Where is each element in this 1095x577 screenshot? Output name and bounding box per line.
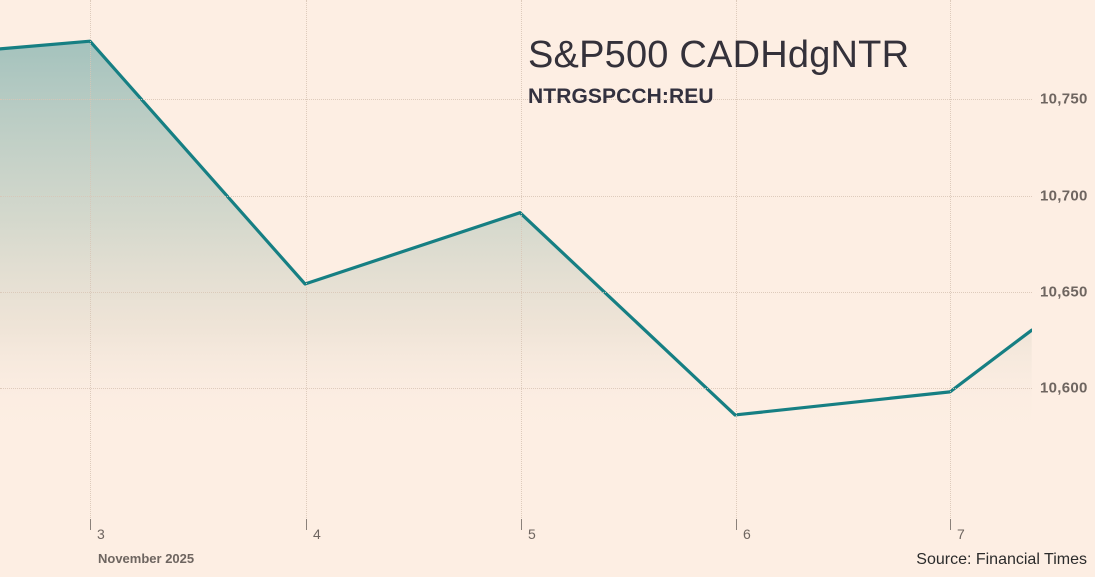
title-block: S&P500 CADHdgNTR NTRGSPCCH:REU: [528, 34, 910, 109]
gridline-horizontal: [0, 292, 1032, 293]
x-axis-tick-mark: [306, 519, 307, 530]
gridline-vertical: [950, 0, 951, 518]
gridline-vertical: [306, 0, 307, 518]
x-axis-tick-mark: [521, 519, 522, 530]
x-axis-label: 5: [528, 526, 536, 542]
x-axis-label: 3: [97, 526, 105, 542]
x-axis-tick-mark: [950, 519, 951, 530]
gridline-horizontal: [0, 99, 1032, 100]
y-axis-label: 10,750: [1040, 90, 1088, 108]
gridline-horizontal: [0, 388, 1032, 389]
gridline-horizontal: [0, 196, 1032, 197]
plot-area: [0, 0, 1032, 518]
source-attribution: Source: Financial Times: [916, 551, 1087, 568]
x-axis-label: 4: [313, 526, 321, 542]
chart-title: S&P500 CADHdgNTR: [528, 34, 910, 76]
gridline-vertical: [90, 0, 91, 518]
x-axis-label: 7: [957, 526, 965, 542]
chart-subtitle-ticker: NTRGSPCCH:REU: [528, 84, 714, 108]
gridline-vertical: [736, 0, 737, 518]
x-axis-tick-mark: [736, 519, 737, 530]
y-axis-label: 10,600: [1040, 379, 1088, 397]
area-fill: [0, 41, 1032, 440]
x-axis-label: 6: [743, 526, 751, 542]
x-axis-period-label: November 2025: [98, 551, 195, 566]
y-axis-label: 10,650: [1040, 283, 1088, 301]
y-axis-label: 10,700: [1040, 187, 1088, 205]
x-axis-tick-mark: [90, 519, 91, 530]
gridline-vertical: [521, 0, 522, 518]
